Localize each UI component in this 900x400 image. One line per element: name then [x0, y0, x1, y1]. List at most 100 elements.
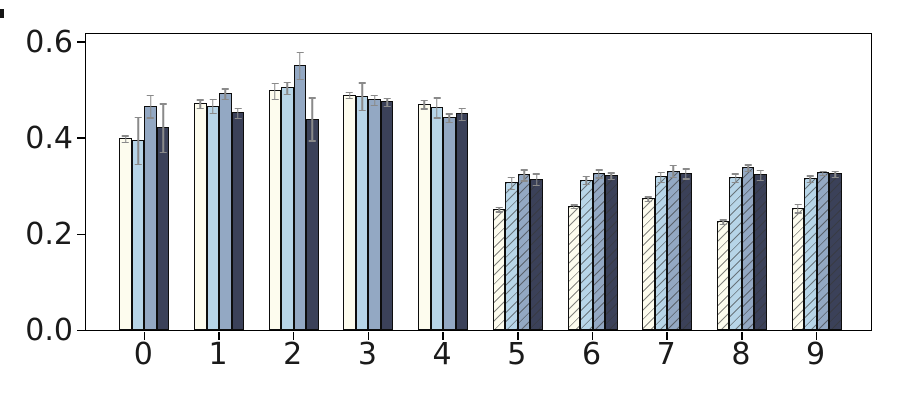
error-bar-cap — [669, 164, 677, 167]
error-bar-cap — [283, 93, 291, 96]
error-bar-cap — [420, 99, 428, 102]
error-bar-cap — [819, 174, 827, 177]
error-bar-cap — [283, 81, 291, 84]
error-bar-cap — [445, 121, 453, 123]
error-bar-cap — [308, 97, 316, 99]
error-bar-cap — [806, 175, 814, 177]
error-bar — [308, 97, 316, 142]
error-bar-cap — [757, 169, 765, 171]
error-bar-cap — [719, 223, 727, 226]
bar — [380, 97, 394, 330]
error-bar-cap — [533, 184, 541, 186]
error-bar-cap — [209, 112, 217, 115]
error-bar-cap — [570, 204, 578, 206]
error-bar-cap — [682, 168, 690, 170]
bar — [206, 98, 219, 330]
bar-group — [194, 34, 244, 330]
bar-group — [492, 34, 543, 330]
error-bar-cap — [234, 117, 242, 120]
bar-group — [791, 34, 842, 330]
error-bar — [283, 81, 291, 96]
x-tick-label: 4 — [432, 337, 452, 372]
y-tick-label: 0.0 — [25, 313, 73, 348]
y-tick-label: 0.2 — [25, 216, 73, 252]
error-bar — [669, 164, 677, 179]
bar — [455, 107, 469, 330]
y-tick-label: 0.6 — [25, 24, 73, 60]
error-bar — [595, 169, 603, 179]
error-bar — [445, 113, 453, 123]
error-bar — [719, 219, 727, 226]
error-bar-cap — [134, 116, 142, 119]
x-tick-mark — [666, 331, 668, 340]
bar — [131, 116, 145, 330]
x-tick-label: 7 — [656, 337, 676, 372]
bar — [418, 99, 431, 330]
error-bar-cap — [296, 51, 304, 54]
bar — [268, 82, 282, 330]
error-bar-cap — [669, 176, 677, 179]
bar — [281, 81, 294, 330]
error-bar — [420, 99, 428, 110]
error-bar — [433, 97, 441, 119]
bar — [231, 107, 244, 330]
error-bar-cap — [806, 181, 814, 184]
error-bar-cap — [744, 170, 752, 173]
bar — [567, 204, 580, 330]
error-bar — [296, 51, 304, 81]
error-bar — [221, 88, 229, 100]
bar — [194, 99, 207, 330]
error-bar-cap — [159, 103, 167, 105]
error-bar-cap — [209, 98, 217, 101]
error-bar-cap — [732, 173, 740, 175]
bar — [716, 219, 730, 330]
error-bar — [371, 94, 379, 107]
error-bar-cap — [147, 94, 155, 96]
bar — [443, 113, 456, 330]
error-bar-cap — [346, 91, 354, 94]
error-bar — [147, 94, 155, 119]
bar — [530, 173, 543, 330]
error-bar-cap — [582, 184, 590, 186]
bar — [592, 169, 605, 330]
error-bar — [383, 97, 391, 108]
error-bar-cap — [495, 211, 503, 213]
bar — [804, 175, 817, 330]
error-bar-cap — [794, 212, 802, 214]
error-bar — [744, 164, 752, 173]
x-tick-mark — [367, 331, 370, 340]
error-bar-cap — [196, 99, 204, 101]
error-bar-cap — [533, 173, 541, 175]
error-bar-cap — [595, 177, 603, 179]
bar — [667, 164, 680, 330]
error-bar — [682, 168, 690, 180]
error-bar-cap — [831, 170, 839, 172]
x-tick-mark — [815, 331, 818, 340]
bar — [754, 169, 767, 330]
error-bar — [159, 103, 167, 154]
error-bar-cap — [657, 171, 665, 173]
bar — [605, 172, 618, 330]
error-bar-cap — [732, 181, 740, 184]
error-bar-cap — [495, 206, 503, 209]
error-bar — [806, 175, 814, 184]
error-bar-cap — [308, 140, 316, 142]
bar — [343, 91, 356, 330]
error-bar-cap — [358, 82, 366, 84]
error-bar — [520, 169, 528, 182]
error-bar — [495, 206, 503, 213]
bar-group — [268, 34, 319, 330]
error-bar-cap — [757, 179, 765, 182]
error-bar — [757, 169, 765, 182]
x-tick-label: 6 — [581, 337, 602, 372]
bar — [430, 97, 444, 330]
x-tick-label: 3 — [357, 337, 377, 372]
error-bar-cap — [134, 163, 142, 166]
x-tick-label: 2 — [283, 337, 303, 372]
error-bar-cap — [147, 117, 155, 119]
error-bar — [346, 91, 354, 100]
bar — [580, 175, 593, 330]
x-tick-mark — [442, 331, 444, 340]
error-bar-cap — [520, 169, 528, 171]
